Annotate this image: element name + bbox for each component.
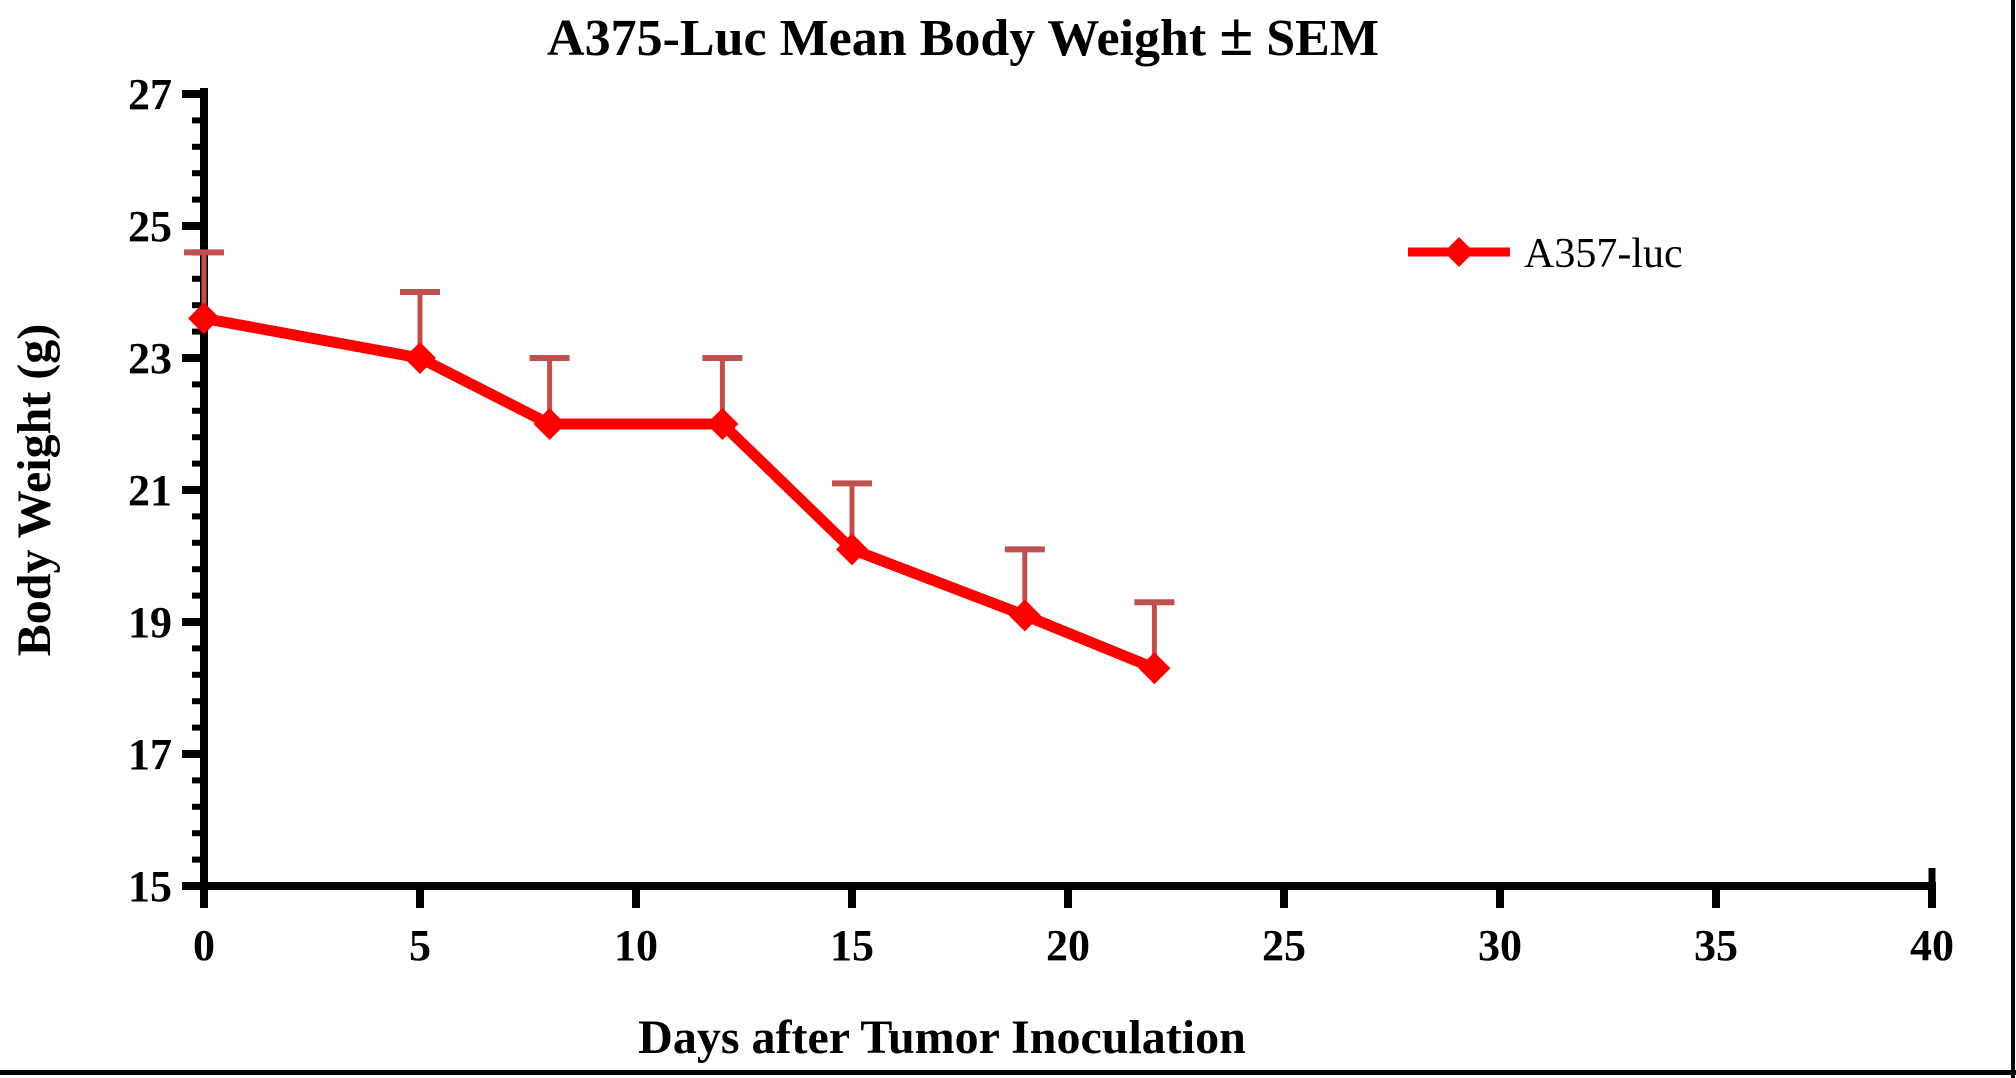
- legend-marker-icon: [1444, 237, 1474, 267]
- x-tick-label: 15: [830, 921, 874, 970]
- data-point-marker: [404, 342, 436, 374]
- x-tick-label: 30: [1478, 921, 1522, 970]
- data-point-marker: [188, 302, 220, 335]
- data-point-marker: [1008, 599, 1041, 632]
- data-point-marker: [836, 533, 868, 566]
- x-tick-label: 40: [1910, 921, 1954, 970]
- y-axis-title: Body Weight (g): [8, 324, 61, 656]
- x-tick-label: 35: [1694, 921, 1738, 970]
- y-tick-label: 19: [128, 598, 172, 647]
- x-tick-label: 25: [1262, 921, 1306, 970]
- x-tick-label: 20: [1046, 921, 1090, 970]
- y-tick-label: 23: [128, 334, 172, 383]
- chart-title: A375-Luc Mean Body Weight ± SEM: [547, 1, 1379, 69]
- y-tick-label: 21: [128, 466, 172, 515]
- legend-label: A357-luc: [1524, 231, 1683, 277]
- plus-minus-symbol: ±: [1219, 1, 1253, 69]
- y-tick-label: 15: [128, 862, 172, 911]
- x-tick-label: 10: [614, 921, 658, 970]
- y-tick-label: 27: [128, 70, 172, 119]
- figure-bottom-border: [0, 1070, 2016, 1075]
- x-axis-title: Days after Tumor Inoculation: [638, 1011, 1246, 1064]
- x-tick-label: 0: [193, 921, 215, 970]
- data-point-marker: [706, 408, 739, 440]
- figure-right-border: [2011, 0, 2015, 1078]
- y-tick-label: 17: [128, 730, 172, 779]
- x-tick-label: 5: [409, 921, 431, 970]
- y-tick-label: 25: [128, 202, 172, 251]
- data-point-marker: [1138, 652, 1171, 685]
- data-point-marker: [533, 408, 566, 440]
